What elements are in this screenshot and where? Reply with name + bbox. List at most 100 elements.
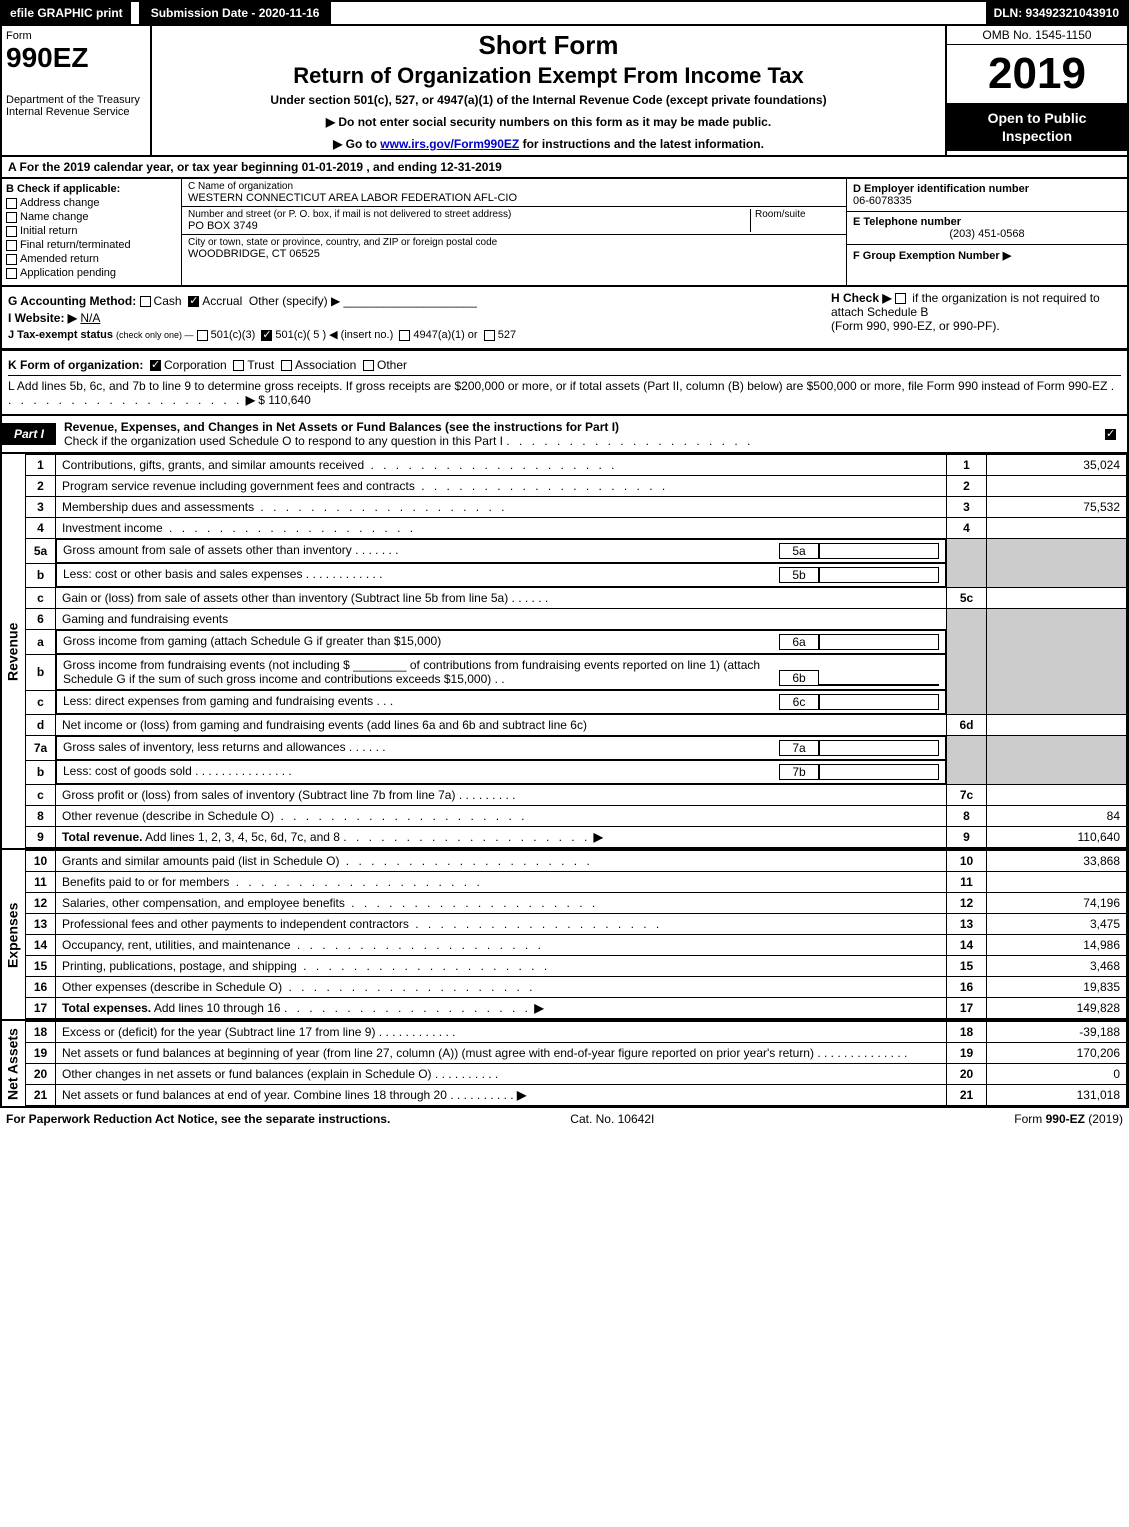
row-6: 6Gaming and fundraising events xyxy=(26,609,1127,630)
row-6d: dNet income or (loss) from gaming and fu… xyxy=(26,715,1127,736)
check-amended-return[interactable]: Amended return xyxy=(6,253,177,265)
goto-link: ▶ Go to www.irs.gov/Form990EZ for instru… xyxy=(160,137,937,151)
part1-label: Part I xyxy=(2,423,56,445)
footer-center: Cat. No. 10642I xyxy=(570,1112,654,1126)
row-7c: cGross profit or (loss) from sales of in… xyxy=(26,785,1127,806)
box-DEF: D Employer identification number 06-6078… xyxy=(847,179,1127,285)
check-initial-return[interactable]: Initial return xyxy=(6,225,177,237)
form-label: Form xyxy=(6,30,146,42)
street-label: Number and street (or P. O. box, if mail… xyxy=(188,209,750,220)
website-value: N/A xyxy=(80,311,100,325)
check-assoc[interactable] xyxy=(281,360,292,371)
check-501c3[interactable] xyxy=(197,330,208,341)
box-B-header: B Check if applicable: xyxy=(6,183,177,195)
city-label: City or town, state or province, country… xyxy=(188,237,840,248)
section-GHIJ: G Accounting Method: Cash Accrual Other … xyxy=(0,287,1129,350)
subtitle: Under section 501(c), 527, or 4947(a)(1)… xyxy=(160,93,937,107)
phone-value: (203) 451-0568 xyxy=(853,228,1121,240)
form-number: 990EZ xyxy=(6,42,146,74)
part1-title: Revenue, Expenses, and Changes in Net As… xyxy=(56,416,1097,452)
row-16: 16Other expenses (describe in Schedule O… xyxy=(26,977,1127,998)
dept-treasury: Department of the Treasury xyxy=(6,94,146,106)
room-label: Room/suite xyxy=(755,209,840,220)
row-3: 3Membership dues and assessments375,532 xyxy=(26,497,1127,518)
row-10: 10Grants and similar amounts paid (list … xyxy=(26,851,1127,872)
ein-label: D Employer identification number xyxy=(853,183,1121,195)
row-9: 9Total revenue. Total revenue. Add lines… xyxy=(26,827,1127,848)
row-15: 15Printing, publications, postage, and s… xyxy=(26,956,1127,977)
check-final-return[interactable]: Final return/terminated xyxy=(6,239,177,251)
header-center: Short Form Return of Organization Exempt… xyxy=(152,26,947,155)
org-name: WESTERN CONNECTICUT AREA LABOR FEDERATIO… xyxy=(188,192,840,204)
title-return: Return of Organization Exempt From Incom… xyxy=(160,63,937,89)
part1-header: Part I Revenue, Expenses, and Changes in… xyxy=(0,416,1129,454)
row-19: 19Net assets or fund balances at beginni… xyxy=(26,1043,1127,1064)
row-4: 4Investment income4 xyxy=(26,518,1127,539)
check-cash[interactable] xyxy=(140,296,151,307)
ssn-note: ▶ Do not enter social security numbers o… xyxy=(160,115,937,129)
ein-value: 06-6078335 xyxy=(853,195,1121,207)
header-right: OMB No. 1545-1150 2019 Open to Public In… xyxy=(947,26,1127,155)
row-13: 13Professional fees and other payments t… xyxy=(26,914,1127,935)
street: PO BOX 3749 xyxy=(188,220,750,232)
line-J: J Tax-exempt status (check only one) — 5… xyxy=(8,328,821,341)
check-application-pending[interactable]: Application pending xyxy=(6,267,177,279)
footer-left: For Paperwork Reduction Act Notice, see … xyxy=(6,1112,390,1126)
form-header: Form 990EZ Department of the Treasury In… xyxy=(0,26,1129,157)
info-block: B Check if applicable: Address change Na… xyxy=(0,179,1129,287)
row-5c: cGain or (loss) from sale of assets othe… xyxy=(26,588,1127,609)
row-1: 1Contributions, gifts, grants, and simil… xyxy=(26,455,1127,476)
check-corp[interactable] xyxy=(150,360,161,371)
goto-suffix: for instructions and the latest informat… xyxy=(523,137,764,151)
line-L-amount: $ 110,640 xyxy=(258,393,311,407)
row-5a: 5aGross amount from sale of assets other… xyxy=(26,539,1127,564)
row-21: 21Net assets or fund balances at end of … xyxy=(26,1085,1127,1106)
omb-number: OMB No. 1545-1150 xyxy=(947,26,1127,45)
title-short-form: Short Form xyxy=(160,30,937,61)
check-address-change[interactable]: Address change xyxy=(6,197,177,209)
revenue-label: Revenue xyxy=(1,454,25,849)
header-left: Form 990EZ Department of the Treasury In… xyxy=(2,26,152,155)
row-18: 18Excess or (deficit) for the year (Subt… xyxy=(26,1022,1127,1043)
check-accrual[interactable] xyxy=(188,296,199,307)
box-B: B Check if applicable: Address change Na… xyxy=(2,179,182,285)
line-I: I Website: ▶ N/A xyxy=(8,311,821,325)
org-name-label: C Name of organization xyxy=(188,181,840,192)
part1-check[interactable] xyxy=(1097,423,1127,445)
footer: For Paperwork Reduction Act Notice, see … xyxy=(0,1108,1129,1130)
check-4947[interactable] xyxy=(399,330,410,341)
group-exemption-label: F Group Exemption Number ▶ xyxy=(853,249,1121,262)
row-20: 20Other changes in net assets or fund ba… xyxy=(26,1064,1127,1085)
line-G: G Accounting Method: Cash Accrual Other … xyxy=(8,294,821,308)
check-H[interactable] xyxy=(895,293,906,304)
goto-text: ▶ Go to xyxy=(333,137,380,151)
submission-date: Submission Date - 2020-11-16 xyxy=(139,2,332,24)
net-assets-table: Net Assets 18Excess or (deficit) for the… xyxy=(0,1021,1129,1108)
irs-url[interactable]: www.irs.gov/Form990EZ xyxy=(380,137,519,151)
dln: DLN: 93492321043910 xyxy=(986,2,1127,24)
expenses-label: Expenses xyxy=(1,850,25,1020)
net-assets-label: Net Assets xyxy=(1,1021,25,1107)
check-name-change[interactable]: Name change xyxy=(6,211,177,223)
efile-print[interactable]: efile GRAPHIC print xyxy=(2,2,131,24)
box-C: C Name of organization WESTERN CONNECTIC… xyxy=(182,179,847,285)
tax-year: 2019 xyxy=(947,45,1127,103)
line-K: K Form of organization: Corporation Trus… xyxy=(8,358,1121,372)
expenses-table: Expenses 10Grants and similar amounts pa… xyxy=(0,850,1129,1021)
line-H: H Check ▶ if the organization is not req… xyxy=(821,291,1121,344)
part1-table: Revenue 1Contributions, gifts, grants, a… xyxy=(0,454,1129,850)
section-KL: K Form of organization: Corporation Trus… xyxy=(0,350,1129,416)
line-A: A For the 2019 calendar year, or tax yea… xyxy=(0,157,1129,179)
check-other-org[interactable] xyxy=(363,360,374,371)
line-L: L Add lines 5b, 6c, and 7b to line 9 to … xyxy=(8,375,1121,407)
irs: Internal Revenue Service xyxy=(6,106,146,118)
check-501c[interactable] xyxy=(261,330,272,341)
check-527[interactable] xyxy=(484,330,495,341)
check-trust[interactable] xyxy=(233,360,244,371)
row-14: 14Occupancy, rent, utilities, and mainte… xyxy=(26,935,1127,956)
row-2: 2Program service revenue including gover… xyxy=(26,476,1127,497)
row-11: 11Benefits paid to or for members11 xyxy=(26,872,1127,893)
row-12: 12Salaries, other compensation, and empl… xyxy=(26,893,1127,914)
row-7a: 7aGross sales of inventory, less returns… xyxy=(26,736,1127,761)
phone-label: E Telephone number xyxy=(853,216,1121,228)
